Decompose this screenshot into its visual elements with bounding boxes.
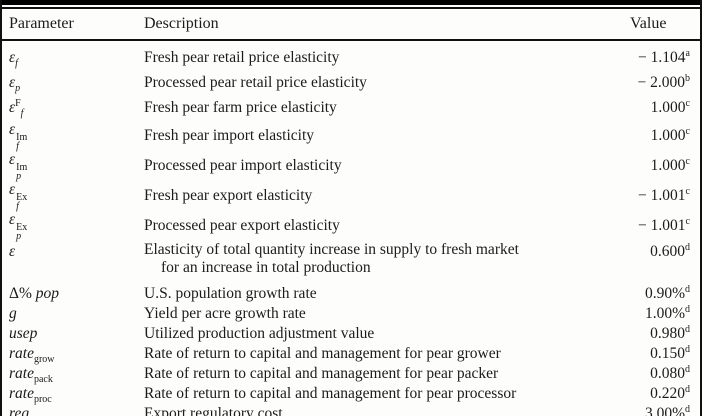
table-row: g Yield per acre growth rate 1.00%d <box>2 304 700 324</box>
table-row: ratepack Rate of return to capital and ma… <box>2 364 700 384</box>
parameter-symbol: usep <box>9 325 38 342</box>
parameter-cell: Δ% pop <box>9 285 60 302</box>
table-row: εp Processed pear retail price elasticity… <box>2 70 700 95</box>
description-cell: Fresh pear export elasticity <box>144 187 313 204</box>
value-cell: − 2.000b <box>637 72 691 91</box>
parameter-cell: ratepack <box>9 365 53 386</box>
parameter-cell: εf <box>9 48 18 69</box>
description-cell: Processed pear export elasticity <box>144 217 340 234</box>
parameter-symbol: ε <box>9 48 16 66</box>
value-cell: 0.080d <box>650 363 690 382</box>
description-cell: Rate of return to capital and management… <box>144 385 517 402</box>
parameter-cell: ε <box>2 241 144 261</box>
table-row: usep Utilized production adjustment value… <box>2 324 700 344</box>
table-row: ε Im f Fresh pear import elasticity 1.000c <box>2 121 700 152</box>
table-body: εf Fresh pear retail price elasticity − 1.… <box>2 41 700 416</box>
value-cell: − 1.001c <box>638 215 690 234</box>
table-row: rategrow Rate of return to capital and ma… <box>2 344 700 364</box>
parameter-symbol: ε <box>9 121 16 138</box>
parameter-cell: εFf <box>9 97 24 120</box>
table-row: rateproc Rate of return to capital and ma… <box>2 384 700 404</box>
table-row: reg Export regulatory cost 3.00%d <box>2 404 700 416</box>
description-cell: Utilized production adjustment value <box>144 325 375 342</box>
parameter-supsub-stack: Ex f <box>16 192 28 212</box>
description-cell: Processed pear import elasticity <box>144 157 342 174</box>
parameter-supsub-stack: Im p <box>16 162 28 182</box>
description-cell: Processed pear retail price elasticity <box>144 73 367 91</box>
header-rule <box>2 39 700 41</box>
top-thick-rule <box>2 0 700 5</box>
parameter-symbol: ε <box>9 243 16 260</box>
description-cell: Fresh pear farm price elasticity <box>144 99 337 116</box>
column-header-description: Description <box>144 15 219 32</box>
table-row: ε Ex p Processed pear export elasticity − 1.… <box>2 211 700 242</box>
description-cell: Elasticity of total quantity increase in… <box>144 241 519 276</box>
value-cell: 0.90%d <box>644 283 690 302</box>
parameter-symbol: rate <box>9 365 34 382</box>
value-cell: − 1.104a <box>638 47 690 66</box>
parameter-cell: εp <box>9 73 21 94</box>
table-row: ε Im p Processed pear import elasticity 1.00… <box>2 151 700 182</box>
parameter-symbol: ε <box>9 211 16 228</box>
column-header-value: Value <box>630 15 667 32</box>
description-cell: U.S. population growth rate <box>144 285 317 302</box>
parameter-cell: ε Im f <box>2 121 144 152</box>
parameter-cell: ε Im p <box>2 151 144 182</box>
parameter-cell: rateproc <box>9 385 52 406</box>
value-cell: 1.000c <box>650 97 690 116</box>
table-row: ε Ex f Fresh pear export elasticity − 1.001c <box>2 181 700 212</box>
table-row: εFf Fresh pear farm price elasticity 1.000… <box>2 95 700 121</box>
description-cell: Rate of return to capital and management… <box>144 365 499 382</box>
parameter-supsub-stack: Im f <box>16 132 28 152</box>
table-row: εf Fresh pear retail price elasticity − 1.… <box>2 45 700 70</box>
description-cell: Fresh pear retail price elasticity <box>144 48 340 66</box>
description-cell: Yield per acre growth rate <box>144 305 306 322</box>
column-header-parameter: Parameter <box>9 15 74 32</box>
parameter-symbol: ε <box>9 151 16 168</box>
top-thin-rule <box>2 7 700 9</box>
parameter-cell: g <box>2 305 144 323</box>
table-header-row: Parameter Description Value <box>2 9 700 39</box>
parameter-symbol: g <box>9 305 17 322</box>
parameter-symbol: pop <box>35 285 60 302</box>
value-cell: 0.220d <box>650 383 690 402</box>
description-cell: Fresh pear import elasticity <box>144 127 315 144</box>
value-cell: 1.000c <box>650 155 690 174</box>
parameter-symbol: rate <box>9 345 34 362</box>
value-cell: − 1.001c <box>638 185 690 204</box>
parameter-cell: ε Ex f <box>2 181 144 212</box>
top-rule-gap <box>2 5 700 7</box>
value-cell: 0.150d <box>650 343 690 362</box>
value-cell: 0.600d <box>650 241 690 260</box>
parameter-symbol: ε <box>9 99 16 116</box>
value-cell: 1.000c <box>650 125 690 144</box>
value-cell: 1.00%d <box>644 303 690 322</box>
parameter-cell: rategrow <box>9 345 55 366</box>
parameter-symbol: rate <box>9 385 34 402</box>
parameter-cell: ε Ex p <box>2 211 144 242</box>
description-cell: Export regulatory cost <box>144 405 283 416</box>
value-cell: 3.00%d <box>644 403 690 416</box>
parameter-symbol: reg <box>9 405 30 416</box>
description-cell: Rate of return to capital and management… <box>144 345 501 362</box>
parameter-cell: reg <box>2 405 144 416</box>
value-cell: 0.980d <box>650 323 690 342</box>
parameter-cell: usep <box>2 325 144 343</box>
parameter-supsub-stack: Ex p <box>16 222 28 242</box>
parameter-symbol: ε <box>9 73 16 91</box>
table-row: Δ% pop U.S. population growth rate 0.90%d <box>2 284 700 304</box>
parameter-symbol: ε <box>9 181 16 198</box>
table-row: ε Elasticity of total quantity increase i… <box>2 241 700 284</box>
